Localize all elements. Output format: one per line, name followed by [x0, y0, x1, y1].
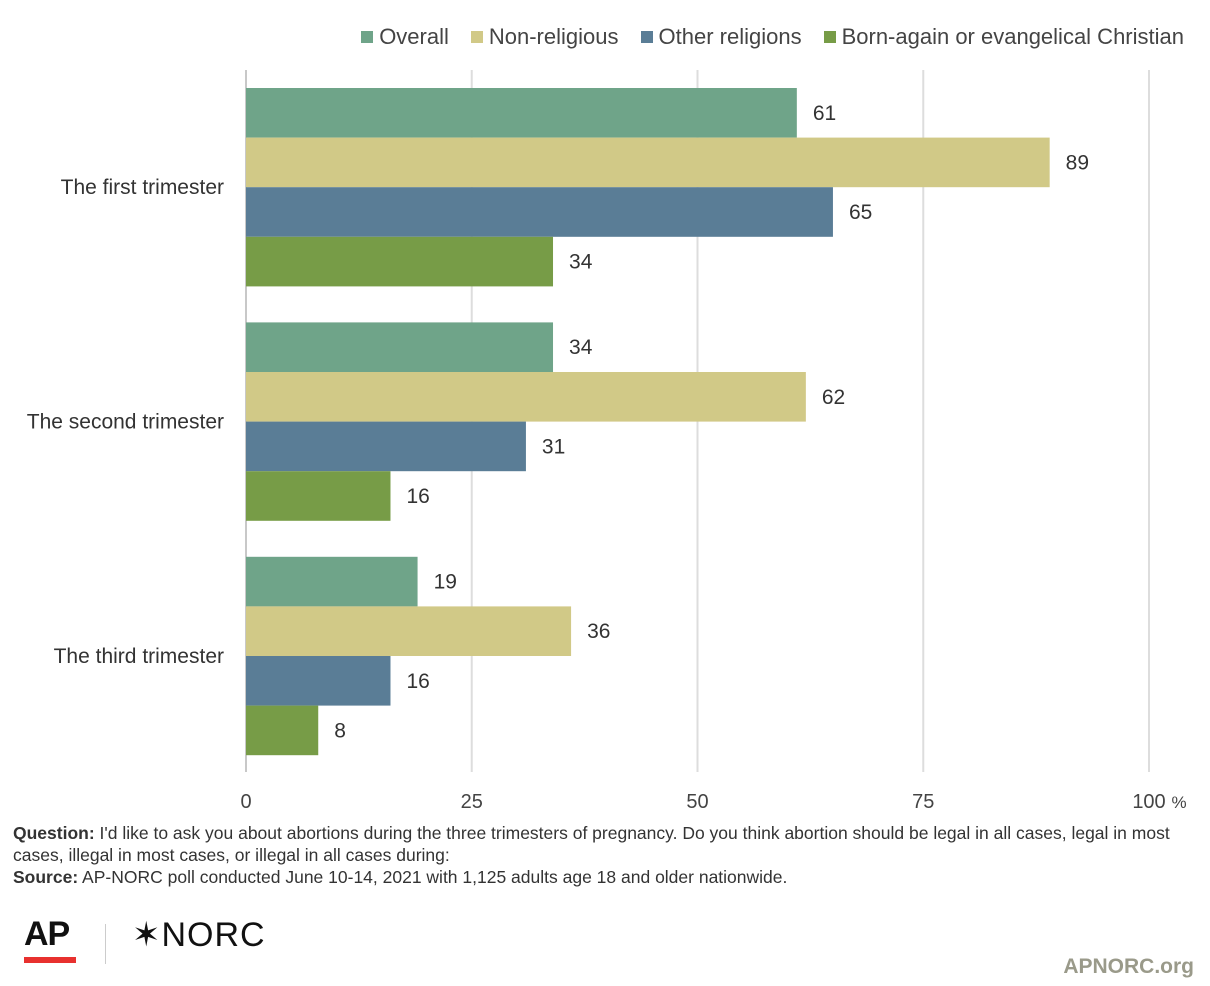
bar — [246, 421, 526, 472]
bar — [246, 187, 833, 237]
legend-label: Born-again or evangelical Christian — [841, 24, 1184, 49]
bar — [246, 137, 1050, 188]
x-tick-label: 75 — [912, 791, 934, 813]
legend-swatch — [823, 31, 836, 43]
logo-divider — [105, 924, 106, 964]
legend-item: Overall — [361, 24, 449, 50]
data-label: 36 — [587, 620, 610, 643]
data-label: 16 — [406, 670, 429, 693]
legend-swatch — [470, 31, 483, 43]
bar — [246, 606, 572, 656]
ap-logo-underline — [24, 957, 76, 963]
legend-swatch — [640, 31, 653, 43]
bar — [246, 372, 806, 422]
bar-chart: 0 25 50 75 100 % The first trimester 61 89 65 34 Th… — [27, 70, 1187, 813]
ap-logo: AP — [24, 915, 70, 953]
legend-label: Other religions — [658, 24, 802, 49]
category-label: The second trimester — [27, 411, 224, 434]
legend-label: Non-religious — [488, 24, 619, 49]
data-label: 34 — [569, 336, 593, 359]
legend-swatch — [361, 31, 374, 43]
legend-label: Overall — [379, 24, 449, 49]
x-axis-unit: % — [1171, 793, 1186, 812]
data-label: 19 — [434, 571, 457, 594]
bar — [246, 471, 391, 521]
bar — [246, 236, 554, 287]
data-label: 89 — [1066, 151, 1089, 174]
data-label: 65 — [849, 201, 872, 224]
data-label: 62 — [822, 386, 845, 409]
legend-item: Other religions — [640, 24, 802, 50]
bar — [246, 705, 319, 756]
website-link[interactable]: APNORC.org — [1063, 955, 1194, 978]
data-label: 8 — [334, 719, 346, 742]
legend-item: Born-again or evangelical Christian — [823, 24, 1184, 50]
x-tick-label: 100 — [1132, 791, 1165, 813]
bar — [246, 556, 418, 607]
bar — [246, 88, 797, 138]
category-label: The first trimester — [61, 176, 224, 199]
norc-logo: ✶NORC — [132, 916, 266, 954]
category-label: The third trimester — [54, 645, 224, 668]
data-label: 31 — [542, 435, 565, 458]
bar — [246, 656, 391, 706]
legend-item: Non-religious — [470, 24, 619, 50]
data-label: 61 — [813, 102, 836, 125]
source-note: Source: AP-NORC poll conducted June 10-1… — [13, 867, 788, 887]
question-note: Question: I'd like to ask you about abor… — [13, 823, 1170, 865]
x-tick-label: 25 — [461, 791, 483, 813]
data-label: 34 — [569, 251, 593, 274]
x-tick-label: 50 — [686, 791, 708, 813]
bar — [246, 322, 554, 372]
chart-legend: Overall Non-religious Other religions Born-… — [361, 24, 1184, 50]
footnote: Question: I'd like to ask you about abor… — [13, 822, 1193, 888]
data-label: 16 — [406, 485, 429, 508]
x-tick-label: 0 — [240, 791, 251, 813]
